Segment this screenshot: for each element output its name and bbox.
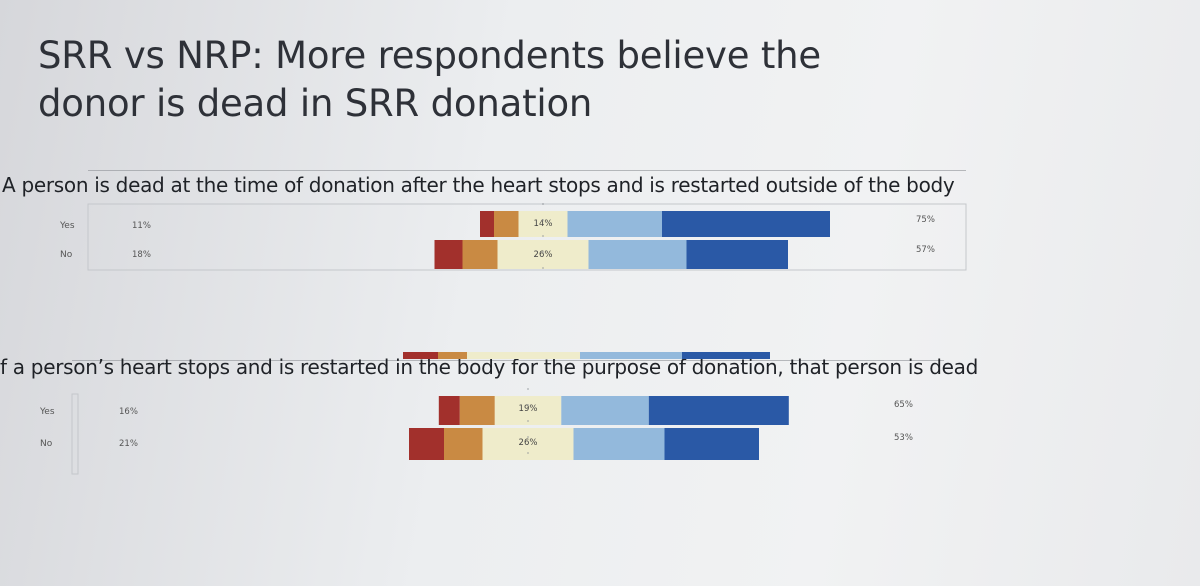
chart1-neutral-label: 26% xyxy=(534,250,553,260)
chart2-no-strongly-disagree-bar xyxy=(409,428,444,460)
chart2-disagree-label: 21% xyxy=(119,439,138,449)
chart1-agree-label: 75% xyxy=(916,215,935,225)
chart2-legend-swatch xyxy=(438,352,467,359)
chart2-neutral-label: 19% xyxy=(519,404,538,414)
chart2-top-rule xyxy=(72,360,944,361)
slide-title: SRR vs NRP: More respondents believe the… xyxy=(38,32,1038,128)
chart2-frame xyxy=(71,393,79,475)
slide-title-line-1: SRR vs NRP: More respondents believe the xyxy=(38,34,821,77)
chart2-category-label: Yes xyxy=(39,407,55,417)
chart1-top-rule xyxy=(88,170,966,171)
chart2-agree-label: 53% xyxy=(894,433,913,443)
chart1-no-strongly-agree-bar xyxy=(686,240,788,269)
chart2-yes-strongly-disagree-bar xyxy=(438,396,460,425)
chart2-legend-swatch xyxy=(682,352,770,359)
chart2-legend-swatch xyxy=(467,352,580,359)
chart1-frame xyxy=(87,203,967,271)
chart2-no-agree-bar xyxy=(573,428,665,460)
chart2-agree-label: 65% xyxy=(894,400,913,410)
chart2: Yes 16% 19% 65% No 21% 26% 53% xyxy=(39,352,913,466)
chart2-neutral-label: 26% xyxy=(519,438,538,448)
chart1-yes-strongly-disagree-bar xyxy=(480,211,494,237)
chart1-yes-strongly-agree-bar xyxy=(662,211,830,237)
chart1-yes-agree-bar xyxy=(567,211,662,237)
chart2-yes-agree-bar xyxy=(561,396,649,425)
chart1-no-agree-bar xyxy=(588,240,687,269)
chart2-no-strongly-agree-bar xyxy=(664,428,759,460)
chart1-no-strongly-disagree-bar xyxy=(434,240,463,269)
chart1-yes-neutral-bar xyxy=(518,211,568,237)
chart2-yes-disagree-bar xyxy=(459,396,495,425)
chart2-legend-swatch xyxy=(403,352,438,359)
chart1-neutral-label: 14% xyxy=(534,219,553,229)
chart1-no-neutral-bar xyxy=(497,240,589,269)
chart2-disagree-label: 16% xyxy=(119,407,138,417)
chart1-agree-label: 57% xyxy=(916,245,935,255)
chart1-no-disagree-bar xyxy=(462,240,498,269)
chart1-category-label: No xyxy=(60,250,73,260)
chart2-no-disagree-bar xyxy=(444,428,483,460)
slide-title-line-2: donor is dead in SRR donation xyxy=(38,82,593,125)
chart1-disagree-label: 18% xyxy=(132,250,151,260)
chart2-category-label: No xyxy=(40,439,53,449)
chart1: Yes 11% 14% 75% No 18% 26% 57% xyxy=(59,203,935,275)
chart2-legend-swatch xyxy=(580,352,682,359)
chart1-yes-disagree-bar xyxy=(494,211,519,237)
chart1-question: A person is dead at the time of donation… xyxy=(2,173,955,197)
chart1-category-label: Yes xyxy=(59,221,75,231)
chart2-no-neutral-bar xyxy=(482,428,574,460)
chart1-disagree-label: 11% xyxy=(132,221,151,231)
chart2-yes-strongly-agree-bar xyxy=(648,396,789,425)
